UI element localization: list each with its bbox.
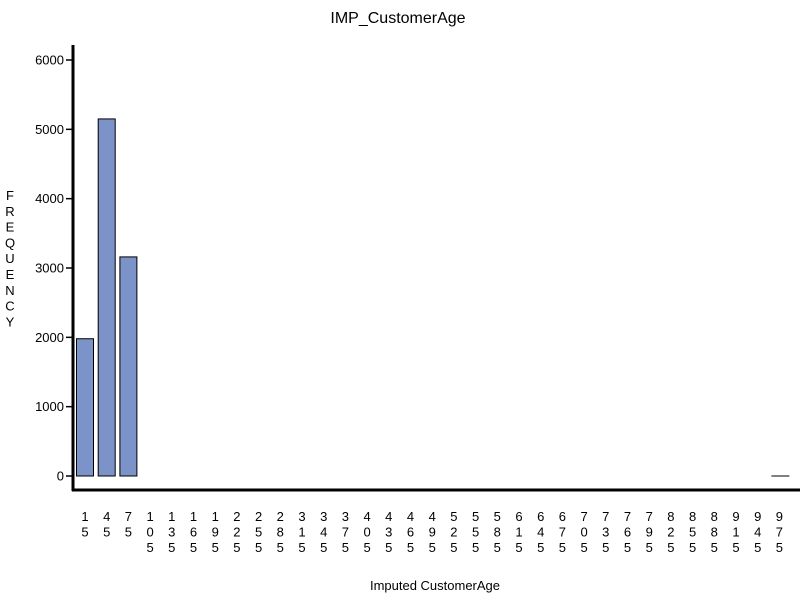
y-tick-label: 1000 [35,399,64,414]
x-axis-ticks: 1 5 4 5 7 5 1 0 5 1 3 5 1 6 5 1 9 5 2 2 5 2 5 5 2 8 5 3 1 5 3 4 5 3 7 5 4 0 5 4… [81,509,783,555]
y-tick-label: 4000 [35,191,64,206]
y-tick-label: 0 [57,469,64,484]
bar [97,118,116,477]
y-tick-label: 3000 [35,261,64,276]
x-axis-label: Imputed CustomerAge [370,578,500,593]
y-axis-ticks: 0 1000 2000 3000 4000 5000 6000 [35,53,73,484]
y-tick-label: 6000 [35,53,64,68]
bar [76,338,94,477]
bars [76,118,790,477]
y-tick-label: 2000 [35,330,64,345]
chart-title: IMP_CustomerAge [330,10,465,27]
y-tick-label: 5000 [35,122,64,137]
bar [119,256,138,477]
